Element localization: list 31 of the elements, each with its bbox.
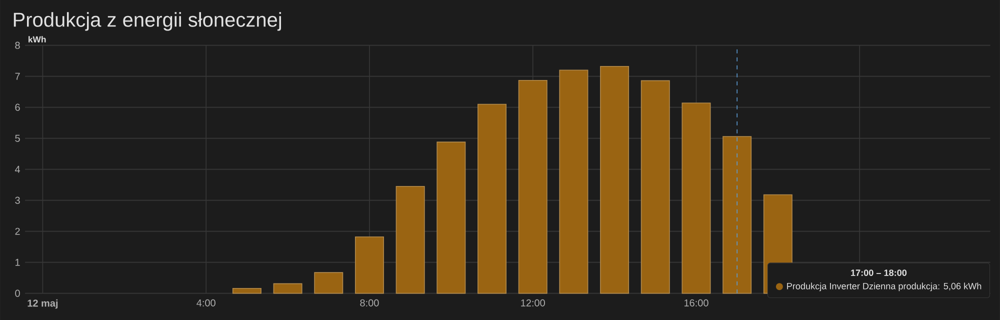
- bar: [396, 186, 425, 294]
- annotation: 17:00 – 18:00: [851, 270, 907, 276]
- y-axis-title: kWh: [28, 36, 46, 42]
- annotation: Produkcja Inverter Dzienna produkcja: 5,06 kWh: [787, 282, 982, 292]
- y-tick-label: 8: [15, 42, 20, 49]
- y-tick-label: 1: [15, 258, 20, 266]
- y-tick-label: 5: [15, 134, 20, 142]
- y-tick-label: 3: [15, 196, 20, 204]
- bar: [232, 288, 262, 294]
- bar: [273, 283, 302, 294]
- y-tick-label: 4: [14, 166, 20, 173]
- y-tick-label: 2: [15, 228, 20, 235]
- bar: [354, 236, 384, 294]
- x-tick-label: 16:00: [684, 299, 708, 306]
- x-tick-label: 12:00: [521, 299, 545, 306]
- bar: [559, 70, 588, 294]
- y-tick-label: 6: [15, 104, 20, 111]
- x-tick-label: 4:00: [196, 299, 216, 306]
- bar: [640, 80, 670, 294]
- bar: [518, 80, 548, 294]
- bar: [722, 136, 752, 294]
- bar: [600, 66, 630, 294]
- bar: [314, 272, 344, 294]
- bar: [478, 104, 507, 294]
- x-tick-label: 12 maj: [28, 299, 58, 309]
- bar: [682, 102, 711, 294]
- bar: [436, 142, 466, 294]
- chart-title: Produkcja z energii słonecznej: [14, 12, 282, 31]
- x-tick-label: 8:00: [360, 299, 379, 306]
- y-tick-label: 0: [15, 290, 20, 297]
- y-tick-label: 7: [15, 72, 20, 80]
